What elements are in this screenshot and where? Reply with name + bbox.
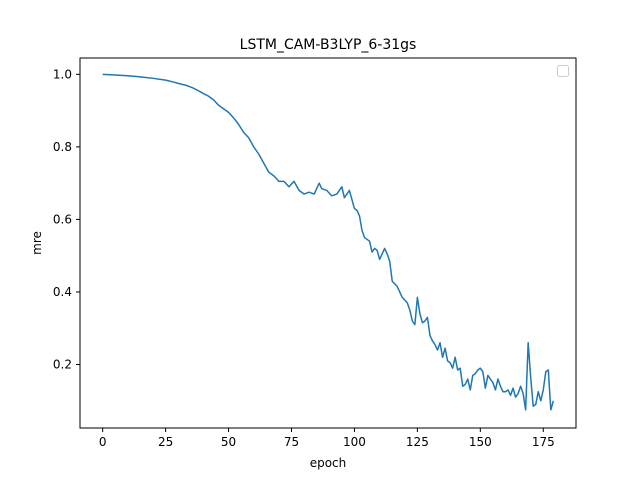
x-axis-label: epoch: [310, 456, 347, 470]
y-tick-label: 0.4: [53, 285, 72, 299]
x-tick-label: 0: [99, 435, 107, 449]
x-tick-label: 175: [532, 435, 555, 449]
plot-area: [80, 58, 576, 428]
series-lines: [102, 73, 555, 411]
x-tick-label: 25: [158, 435, 173, 449]
axes-frame: [79, 57, 577, 429]
y-axis-label: mre: [30, 231, 44, 255]
y-tick-label: 0.8: [53, 140, 72, 154]
y-tick-label: 0.2: [53, 358, 72, 372]
y-tick-label: 1.0: [53, 67, 72, 81]
x-tick-label: 75: [284, 435, 299, 449]
chart-title: LSTM_CAM-B3LYP_6-31gs: [240, 37, 417, 53]
x-tick-label: 125: [406, 435, 429, 449]
x-tick-label: 50: [221, 435, 236, 449]
x-tick-label: 150: [469, 435, 492, 449]
y-tick-label: 0.6: [53, 212, 72, 226]
series-line-mre: [102, 73, 555, 411]
axis-ticks: 0 25 50 75 100 125 150 175 0.2 0.4 0.6 0.8 1.0: [53, 67, 555, 449]
x-tick-label: 100: [343, 435, 366, 449]
legend-box: [557, 65, 569, 77]
